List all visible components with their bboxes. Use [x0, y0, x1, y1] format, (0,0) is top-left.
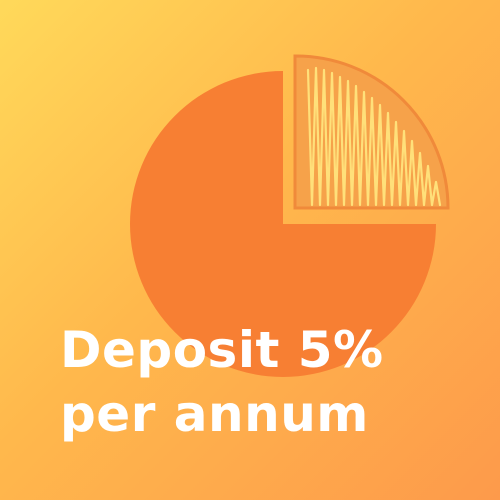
pie-main-portion [130, 71, 436, 377]
headline: Deposit 5% per annum [60, 318, 384, 446]
headline-line-2: per annum [60, 385, 369, 443]
slice-hatch-pattern [306, 66, 442, 207]
headline-line-1: Deposit 5% [60, 321, 384, 379]
